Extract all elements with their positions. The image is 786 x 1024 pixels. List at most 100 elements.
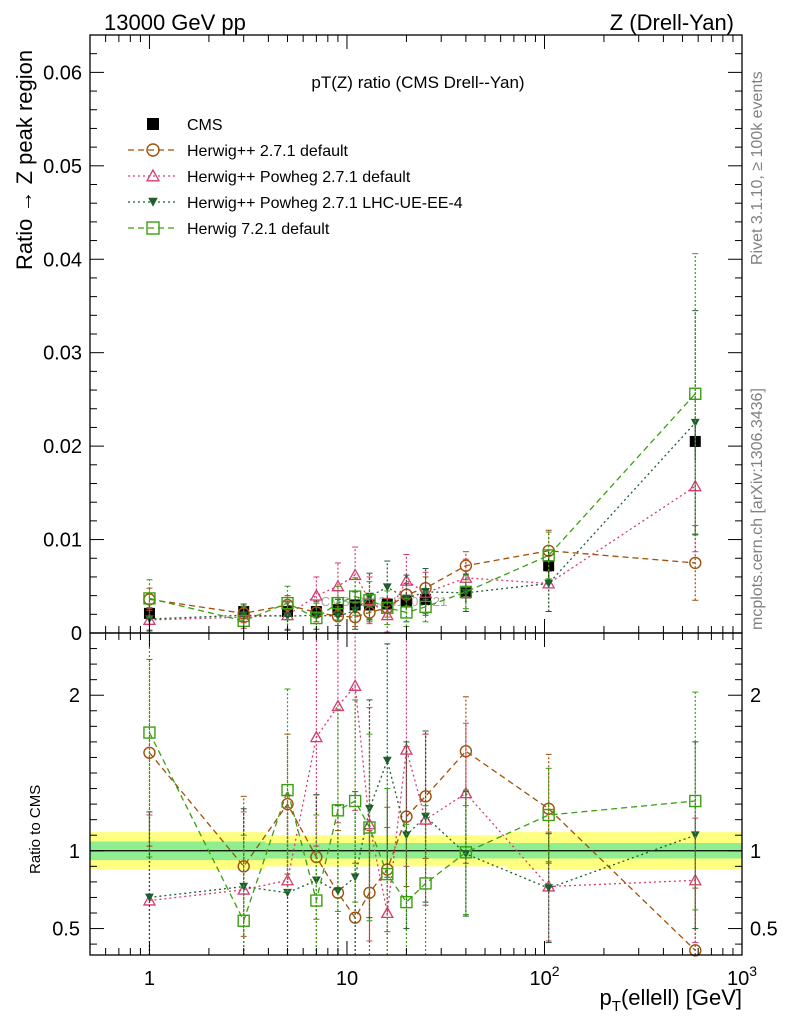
x-tick-label: 102 [529,963,559,990]
legend-entry-cms: CMS [147,117,223,134]
x-axis-label: pT(ellell) [GeV] [600,985,742,1015]
ratio-point-powheg_lhc [145,893,154,902]
legend-entry-herwig7: Herwig 7.2.1 default [128,221,330,238]
main-y-tick-label: 0.04 [43,249,82,271]
ratio-point-herwigpp [237,860,250,873]
ratio-point-powheg_lhc [311,876,321,885]
main-point-powheg_lhc [544,579,554,588]
data-series-layer [142,253,702,957]
main-point-powheg_lhc [382,583,392,592]
ratio-y-tick-label-right: 1 [750,841,761,863]
ratio-point-herwig7 [542,808,555,822]
ratio-line-herwig7 [148,732,696,923]
ratio-point-herwig7 [331,804,345,817]
main-series-powheg_lhc [145,310,700,634]
ratio-uncertainty-band [90,832,742,870]
legend-label-powheg: Herwig++ Powheg 2.7.1 default [187,169,411,186]
main-point-powheg_lhc [283,612,292,621]
ratio-series-powheg [142,632,702,956]
ratio-y-axis-label: Ratio to CMS [27,785,44,874]
ratio-point-powheg_lhc [333,887,343,896]
ratio-point-powheg [142,893,157,906]
ratio-point-powheg [399,742,414,755]
main-y-tick-label: 0.02 [43,436,82,458]
ratio-point-herwigpp [542,802,555,815]
main-point-herwig7 [331,596,345,610]
legend-marker-herwig7 [146,221,160,235]
header-right: Z (Drell-Yan) [610,10,734,35]
main-point-herwig7 [143,592,156,605]
main-point-herwig7 [400,606,413,619]
main-point-herwig7 [689,387,702,400]
main-y-axis-label: Ratio → Z peak region [12,50,37,270]
ratio-point-herwig7 [400,895,413,909]
ratio-plot-frame [89,632,743,956]
legend-marker-herwigpp [146,143,160,157]
legend-marker-powheg_lhc [148,197,158,207]
ratio-point-herwig7 [689,794,702,808]
main-y-tick-label: 0 [71,623,82,645]
x-tick-label: 10 [336,968,358,990]
main-point-herwig7 [363,594,376,607]
main-point-powheg [348,568,362,581]
main-y-tick-label: 0.06 [43,62,82,84]
main-point-powheg_lhc [333,612,343,621]
ratio-point-herwig7 [237,914,250,927]
plot-title: pT(Z) ratio (CMS Drell--Yan) [311,73,524,92]
legend-label-herwig7: Herwig 7.2.1 default [187,221,330,238]
ratio-point-powheg_lhc [544,884,554,893]
x-tick-label: 1 [144,968,155,990]
x-tick-label: 103 [727,963,757,990]
main-point-herwig7 [348,590,362,603]
rivet-version-text: Rivet 3.1.10, ≥ 100k events [749,71,766,265]
mcplots-text: mcplots.cern.ch [arXiv:1306.3436] [749,388,766,630]
ratio-point-powheg [348,679,362,691]
main-point-powheg_lhc [690,418,700,428]
main-point-herwigpp [689,556,702,570]
main-series-herwigpp [143,525,702,627]
legend: CMS Herwig++ 2.7.1 default Herwig++ Powheg… [128,117,463,238]
header-left: 13000 GeV pp [104,10,246,35]
ratio-point-herwig7 [143,726,156,739]
ratio-series-herwig7 [143,632,702,956]
main-point-herwig7 [419,600,432,614]
ratio-y-tick-label-right: 2 [750,685,761,707]
ratio-point-herwig7 [281,783,294,797]
ratio-point-herwigpp [689,944,702,957]
main-series-herwig7 [143,253,702,634]
legend-marker-cms [147,118,159,130]
ratio-point-herwig7 [310,894,323,907]
ratio-point-herwig7 [348,794,362,808]
legend-label-herwigpp: Herwig++ 2.7.1 default [187,143,349,160]
ratio-point-herwig7 [363,821,376,834]
main-point-herwig7 [310,611,323,625]
ratio-point-powheg_lhc [402,831,411,840]
ratio-point-powheg [309,730,323,743]
main-y-tick-label: 0.05 [43,156,82,178]
ratio-point-herwig7 [459,846,473,859]
ratio-point-powheg_lhc [690,831,700,840]
legend-entry-herwigpp: Herwig++ 2.7.1 default [128,143,349,160]
ratio-point-powheg_lhc [382,756,392,765]
main-point-powheg [309,588,323,601]
ratio-line-powheg_lhc [149,758,696,899]
main-line-herwig7 [149,393,696,622]
main-point-herwig7 [381,601,394,614]
ratio-series-herwigpp [143,658,702,957]
main-y-tick-label: 0.01 [43,530,82,552]
ratio-point-herwigpp [348,911,362,924]
main-point-herwig7 [281,596,294,610]
ratio-point-herwig7 [419,877,432,890]
axes-layer: 1 10 102 103 0 0.01 0.02 0.03 0.04 0.05 0.06 0.5 0.5… [43,34,778,990]
main-series-cms [143,422,701,621]
legend-entry-powheg_lhc: Herwig++ Powheg 2.7.1 LHC-UE-EE-4 [128,195,463,212]
ratio-point-herwig7 [381,867,394,881]
ratio-y-tick-label: 0.5 [52,919,80,941]
main-point-herwig7 [542,549,555,562]
ratio-y-tick-label-right: 0.5 [750,919,778,941]
main-line-herwigpp [149,550,696,618]
legend-marker-powheg [145,168,161,182]
ratio-point-powheg_lhc [421,812,430,821]
main-y-tick-label: 0.03 [43,343,82,365]
